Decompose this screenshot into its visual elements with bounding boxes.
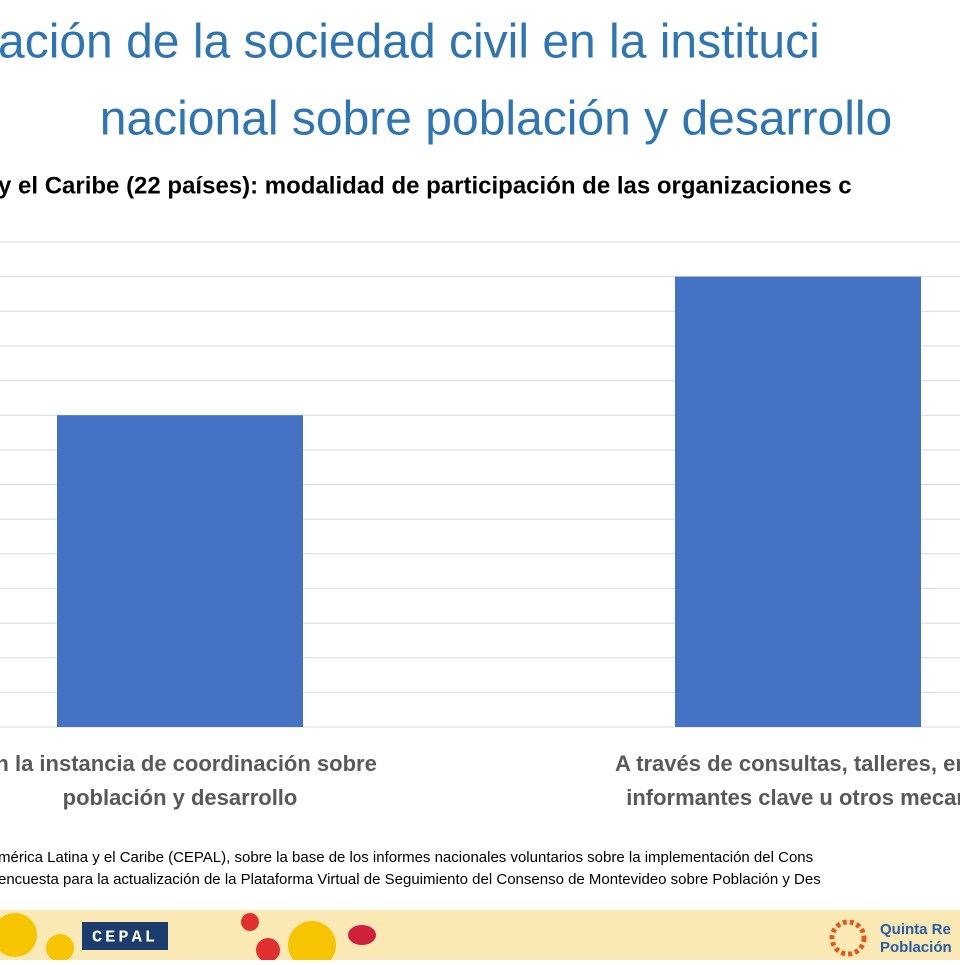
- decoration: [348, 925, 376, 945]
- decoration: [288, 921, 336, 965]
- brand-text: Población: [880, 939, 952, 956]
- x-tick-label: informantes clave u otros mecan: [626, 785, 960, 810]
- plot: an la instancia de coordinación sobre pob…: [0, 241, 960, 810]
- source-line: encuesta para la actualización de la Pla…: [0, 871, 821, 888]
- title-line: ación de la sociedad civil en la institu…: [0, 16, 820, 69]
- logo-box: [82, 922, 168, 950]
- brand-text: Quinta Re: [880, 921, 951, 938]
- bar: [57, 415, 303, 727]
- brand-icon: [829, 919, 867, 957]
- decoration: [46, 934, 74, 962]
- decoration: [241, 913, 259, 931]
- decoration: [0, 913, 37, 957]
- x-tick-label: población y desarrollo: [63, 785, 298, 810]
- title-line: nacional sobre población y desarrollo: [100, 93, 893, 146]
- logo-text: CEPAL: [92, 928, 158, 947]
- bar: [675, 276, 921, 727]
- source-line: mérica Latina y el Caribe (CEPAL), sobre…: [0, 849, 813, 866]
- chart-subtitle: y el Caribe (22 países): modalidad de pa…: [0, 172, 852, 199]
- x-tick-label: an la instancia de coordinación sobre: [0, 751, 377, 776]
- decoration: [256, 938, 280, 962]
- x-tick-label: A través de consultas, talleres, enc: [615, 751, 960, 776]
